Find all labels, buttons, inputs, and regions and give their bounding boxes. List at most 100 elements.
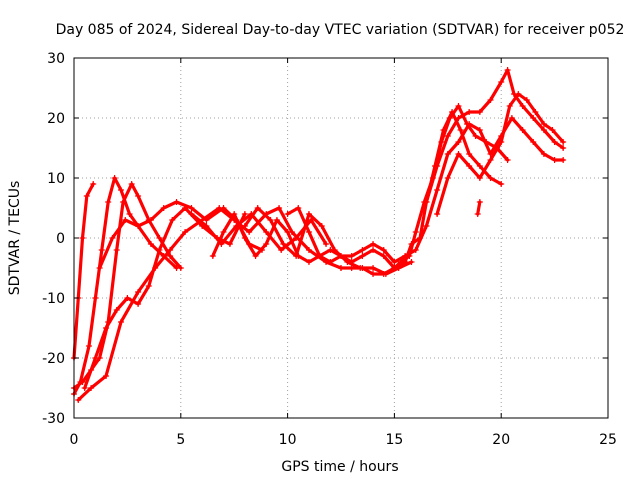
- data-point: [540, 151, 547, 157]
- data-point: [434, 187, 441, 193]
- y-tick-label: 20: [47, 111, 65, 127]
- data-point: [487, 175, 494, 181]
- data-point: [284, 211, 291, 217]
- data-point: [476, 175, 483, 181]
- y-tick-label: 30: [47, 51, 65, 67]
- data-point: [233, 223, 240, 229]
- data-point: [88, 385, 95, 391]
- data-point: [188, 211, 195, 217]
- data-point: [359, 253, 366, 259]
- series-s9: [339, 110, 503, 276]
- data-point: [476, 199, 483, 205]
- data-point: [338, 265, 344, 271]
- data-point: [540, 127, 547, 133]
- data-point: [241, 223, 248, 229]
- x-tick-label: 25: [599, 432, 617, 448]
- data-point: [402, 253, 409, 259]
- y-tick-label: 10: [47, 171, 65, 187]
- data-point: [81, 385, 88, 391]
- data-point: [79, 235, 86, 241]
- data-point: [438, 139, 445, 145]
- data-point: [504, 67, 511, 73]
- data-point: [318, 223, 325, 229]
- data-point: [412, 247, 419, 253]
- data-point: [122, 217, 129, 223]
- series-s8: [286, 206, 407, 264]
- data-point: [120, 199, 127, 205]
- data-point: [370, 265, 377, 271]
- data-point: [323, 241, 330, 247]
- series-s11: [403, 116, 565, 258]
- data-point: [248, 211, 255, 217]
- data-point: [474, 211, 481, 217]
- data-point: [124, 295, 131, 301]
- data-point: [487, 157, 494, 163]
- data-point: [293, 253, 300, 259]
- data-point: [156, 235, 163, 241]
- data-point: [105, 199, 112, 205]
- data-point: [103, 373, 110, 379]
- data-point: [506, 103, 513, 109]
- data-point: [540, 121, 547, 127]
- data-point: [380, 247, 387, 253]
- data-point: [455, 103, 462, 109]
- data-point: [466, 121, 473, 127]
- data-point: [359, 247, 366, 253]
- data-point: [167, 247, 174, 253]
- data-point: [293, 235, 300, 241]
- data-point: [466, 109, 473, 115]
- data-point: [276, 205, 283, 211]
- data-point: [117, 187, 124, 193]
- data-point: [305, 247, 312, 253]
- series-s6: [211, 212, 396, 270]
- data-traces: [71, 67, 567, 403]
- x-tick-label: 10: [279, 432, 297, 448]
- data-point: [273, 217, 280, 223]
- data-point: [226, 241, 233, 247]
- series-s4: [76, 206, 343, 402]
- data-point: [135, 223, 142, 229]
- data-point: [169, 217, 176, 223]
- data-point: [519, 127, 526, 133]
- data-point: [295, 205, 302, 211]
- data-point: [231, 211, 238, 217]
- data-point: [504, 157, 511, 163]
- data-point: [284, 229, 291, 235]
- x-tick-label: 5: [176, 432, 185, 448]
- data-point: [551, 157, 558, 163]
- data-point: [532, 109, 539, 115]
- data-point: [423, 223, 430, 229]
- data-point: [128, 181, 135, 187]
- data-point: [515, 91, 522, 97]
- data-point: [560, 157, 567, 163]
- y-axis: -30 -20 -10 0 10 20 30: [42, 51, 608, 427]
- x-axis-label: GPS time / hours: [281, 459, 398, 475]
- data-point: [476, 109, 483, 115]
- data-point: [147, 241, 154, 247]
- data-point: [160, 205, 167, 211]
- y-tick-label: -30: [42, 411, 65, 427]
- data-point: [549, 127, 556, 133]
- data-point: [508, 115, 515, 121]
- data-point: [241, 211, 248, 217]
- data-point: [348, 265, 355, 271]
- data-point: [408, 259, 415, 265]
- y-tick-label: -10: [42, 291, 65, 307]
- data-point: [466, 151, 473, 157]
- data-point: [560, 145, 567, 151]
- data-point: [530, 115, 537, 121]
- data-point: [182, 205, 189, 211]
- data-point: [167, 253, 174, 259]
- data-point: [359, 265, 366, 271]
- data-point: [188, 205, 195, 211]
- data-point: [135, 193, 142, 199]
- data-point: [380, 253, 387, 259]
- data-point: [79, 379, 86, 385]
- y-axis-label: SDTVAR / TECUs: [7, 181, 23, 296]
- data-point: [487, 97, 494, 103]
- data-point: [173, 265, 180, 271]
- data-point: [476, 163, 483, 169]
- data-point: [423, 199, 430, 205]
- data-point: [412, 229, 419, 235]
- data-point: [434, 163, 441, 169]
